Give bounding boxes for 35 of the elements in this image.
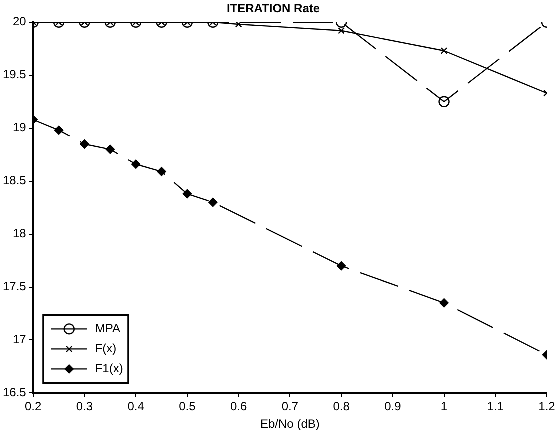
point (182, 189, 192, 199)
x-tick-label: 0.9 (384, 400, 402, 414)
y-tick-label: 19.5 (2, 68, 27, 82)
y-tick-label: 18 (12, 226, 27, 241)
point (235, 22, 242, 28)
legend-label: F1(x) (95, 362, 124, 376)
y-tick-label: 19 (12, 120, 27, 135)
y-tick-label: 20 (12, 14, 27, 29)
point (336, 261, 346, 271)
x-tick-label: 0.8 (333, 400, 350, 414)
point (438, 96, 450, 108)
x-tick-label: 0.7 (282, 400, 299, 414)
point (157, 167, 166, 176)
x-tick-label: 0.5 (179, 400, 196, 414)
y-tick-label: 16.5 (2, 386, 27, 400)
point (106, 144, 115, 154)
x-tick-label: 0.2 (25, 400, 42, 414)
legend-label: MPA (95, 322, 120, 336)
x-tick-label: 1 (440, 400, 448, 414)
point (208, 198, 218, 208)
x-tick-label: 1.2 (538, 400, 556, 414)
y-tick-label: 17 (12, 332, 27, 347)
x-tick-label: 0.4 (128, 400, 145, 414)
x-tick-label: 0.6 (230, 400, 248, 414)
chart-title: ITERATION Rate (226, 2, 320, 16)
y-tick-label: 17.5 (2, 280, 27, 294)
point (131, 160, 141, 169)
point (54, 126, 64, 136)
point (80, 140, 90, 149)
y-tick-label: 18.5 (2, 174, 27, 188)
x-tick-label: 1.1 (487, 400, 504, 414)
point (440, 298, 449, 308)
x-tick-label: 0.3 (76, 400, 94, 414)
legend-label: F(x) (95, 342, 117, 356)
x-axis-title: Eb/No (dB) (260, 417, 320, 432)
